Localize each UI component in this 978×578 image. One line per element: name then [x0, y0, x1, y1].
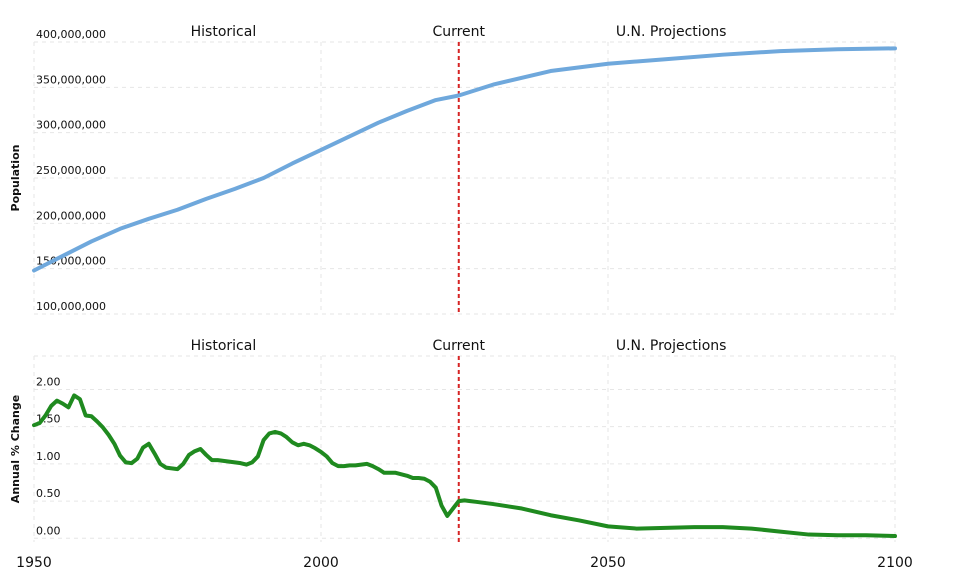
x-axis-tick-label: 2100: [877, 555, 913, 571]
annual-change-ytick-label: 0.50: [36, 487, 61, 500]
x-axis-tick-label: 2050: [590, 555, 626, 571]
annual-change-ytick-label: 0.00: [36, 524, 61, 537]
annual-change-ytick-label: 1.00: [36, 450, 61, 463]
population-series-line: [32, 46, 897, 273]
x-axis-tick-label: 2000: [303, 555, 339, 571]
population-ytick-label: 300,000,000: [36, 119, 106, 132]
population-y-axis-label: Population: [9, 145, 22, 212]
annual-change-y-axis-label: Annual % Change: [9, 395, 22, 503]
population-ytick-label: 250,000,000: [36, 164, 106, 177]
population-section-label: Current: [432, 24, 485, 40]
annual-change-ytick-label: 2.00: [36, 375, 61, 388]
population-ytick-label: 200,000,000: [36, 209, 106, 222]
annual-change-section-label: U.N. Projections: [616, 338, 727, 354]
population-ytick-label: 350,000,000: [36, 73, 106, 86]
annual-change-section-label: Current: [432, 338, 485, 354]
population-ytick-label: 100,000,000: [36, 300, 106, 313]
x-axis-tick-label: 1950: [16, 555, 52, 571]
population-ytick-label: 400,000,000: [36, 28, 106, 41]
annual-change-section-label: Historical: [191, 338, 257, 354]
population-ytick-label: 150,000,000: [36, 255, 106, 268]
population-section-label: U.N. Projections: [616, 24, 727, 40]
annual-change-series-line: [32, 393, 897, 539]
population-section-label: Historical: [191, 24, 257, 40]
